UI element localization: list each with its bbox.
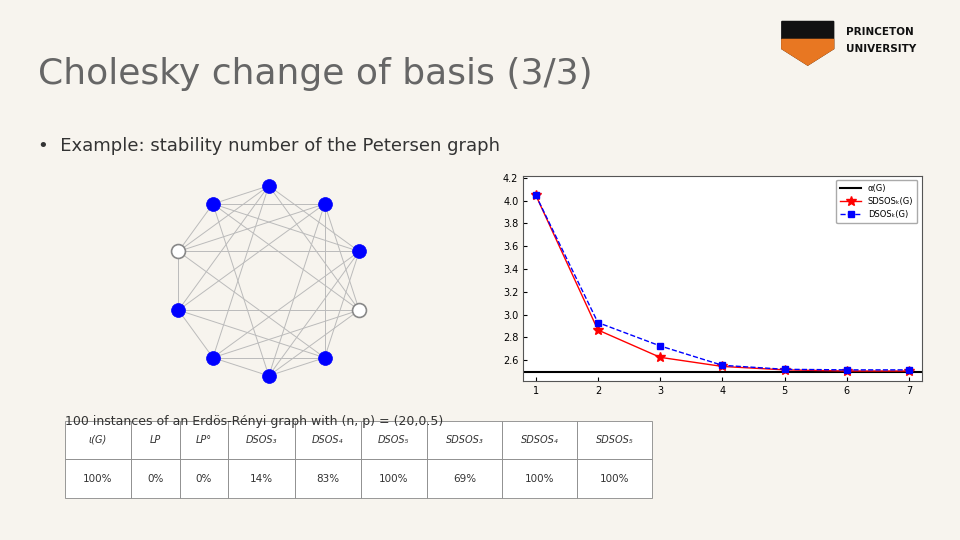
Bar (180, 421, 228, 460)
Bar (132, 460, 180, 498)
Text: SDSOS₃: SDSOS₃ (445, 435, 484, 445)
Bar (502, 460, 577, 498)
Text: 14%: 14% (250, 474, 273, 484)
Bar (502, 421, 577, 460)
Bar (577, 421, 652, 460)
Bar (361, 421, 427, 460)
Point (317, 200, 332, 208)
Point (171, 306, 186, 314)
Text: 100%: 100% (84, 474, 112, 484)
Text: DSOS₅: DSOS₅ (378, 435, 410, 445)
Polygon shape (781, 22, 833, 65)
Text: DSOS₃: DSOS₃ (246, 435, 277, 445)
Text: Cholesky change of basis (3/3): Cholesky change of basis (3/3) (38, 57, 593, 91)
Point (351, 247, 367, 256)
Text: 100 instances of an Erdös-Rényi graph with (n, p) = (20,0.5): 100 instances of an Erdös-Rényi graph wi… (65, 415, 444, 428)
Text: 100%: 100% (525, 474, 554, 484)
Text: 0%: 0% (147, 474, 163, 484)
Text: 83%: 83% (316, 474, 339, 484)
Text: SDSOS₄: SDSOS₄ (520, 435, 559, 445)
Text: 100%: 100% (379, 474, 409, 484)
Point (205, 353, 221, 362)
Text: 69%: 69% (453, 474, 476, 484)
Text: DSOS₄: DSOS₄ (312, 435, 344, 445)
Text: 0%: 0% (196, 474, 212, 484)
Bar (132, 421, 180, 460)
Point (261, 181, 276, 190)
Text: ι(G): ι(G) (89, 435, 108, 445)
Bar (427, 460, 502, 498)
Bar (228, 460, 295, 498)
Text: •  Example: stability number of the Petersen graph: • Example: stability number of the Peter… (38, 137, 500, 155)
Point (351, 306, 367, 314)
Text: LP°: LP° (196, 435, 212, 445)
Point (171, 247, 186, 256)
Polygon shape (781, 39, 833, 65)
Text: PRINCETON: PRINCETON (846, 26, 914, 37)
Text: LP: LP (150, 435, 161, 445)
Bar (577, 460, 652, 498)
Bar (361, 460, 427, 498)
Legend: α(G), SDSOSₖ(G), DSOSₖ(G): α(G), SDSOSₖ(G), DSOSₖ(G) (836, 180, 918, 224)
Bar (228, 421, 295, 460)
Bar (180, 460, 228, 498)
Bar (295, 421, 361, 460)
Bar (427, 421, 502, 460)
Text: UNIVERSITY: UNIVERSITY (846, 44, 916, 53)
Bar (65, 460, 132, 498)
Point (317, 353, 332, 362)
Point (261, 372, 276, 380)
Text: 100%: 100% (600, 474, 630, 484)
Bar (295, 460, 361, 498)
Bar (65, 421, 132, 460)
Point (205, 200, 221, 208)
Text: SDSOS₅: SDSOS₅ (596, 435, 634, 445)
